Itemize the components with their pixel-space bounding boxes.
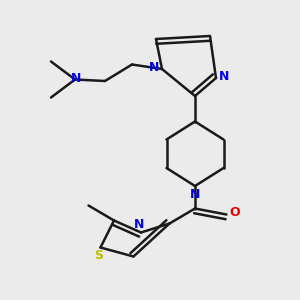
Text: N: N <box>190 188 200 201</box>
Text: N: N <box>219 70 230 83</box>
Text: O: O <box>229 206 240 220</box>
Text: S: S <box>94 249 103 262</box>
Text: N: N <box>71 71 82 85</box>
Text: N: N <box>134 218 145 231</box>
Text: N: N <box>148 61 159 74</box>
